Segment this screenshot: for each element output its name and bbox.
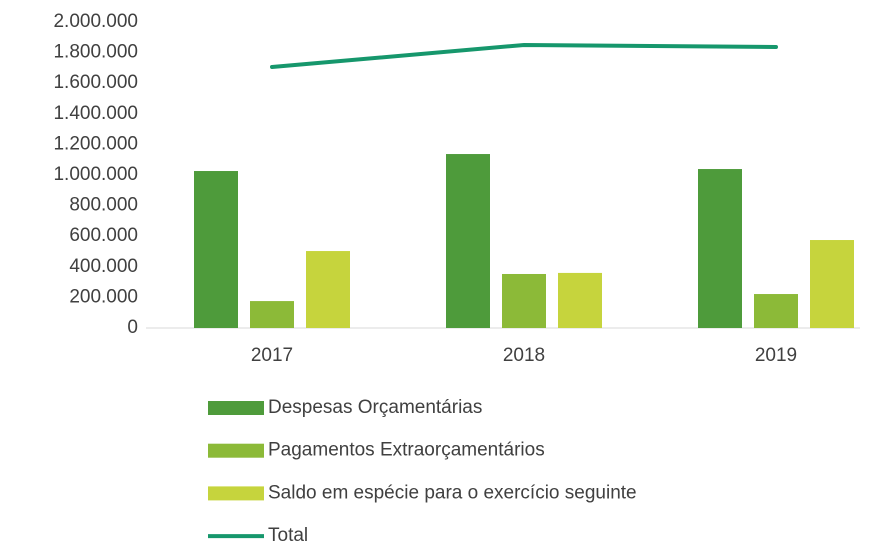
x-tick-label: 2017 [251,345,293,366]
bar [446,154,490,328]
y-tick-label: 1.000.000 [53,164,138,185]
y-tick-label: 0 [127,317,138,338]
legend-swatch [208,486,264,501]
y-tick-label: 400.000 [69,256,138,277]
x-tick-label: 2018 [503,345,545,366]
legend-label: Pagamentos Extraorçamentários [268,440,545,461]
y-tick-label: 1.600.000 [53,72,138,93]
legend-swatch [208,443,264,458]
bar [698,169,742,328]
bar [558,272,602,328]
bar [810,240,854,328]
y-tick-label: 600.000 [69,225,138,246]
y-tick-label: 200.000 [69,286,138,307]
y-tick-label: 1.400.000 [53,103,138,124]
bar [754,294,798,328]
legend-label: Total [268,525,308,545]
y-tick-label: 1.200.000 [53,133,138,154]
legend-label: Despesas Orçamentárias [268,397,482,418]
y-tick-label: 1.800.000 [53,42,138,63]
bar [250,301,294,328]
y-tick-label: 800.000 [69,195,138,216]
total-line [270,42,778,69]
bar [502,273,546,328]
y-tick-label: 2.000.000 [53,11,138,32]
bar [194,171,238,328]
x-tick-label: 2019 [755,345,797,366]
legend-label: Saldo em espécie para o exercício seguin… [268,482,637,503]
legend-swatch [208,401,264,415]
bar [306,251,350,328]
